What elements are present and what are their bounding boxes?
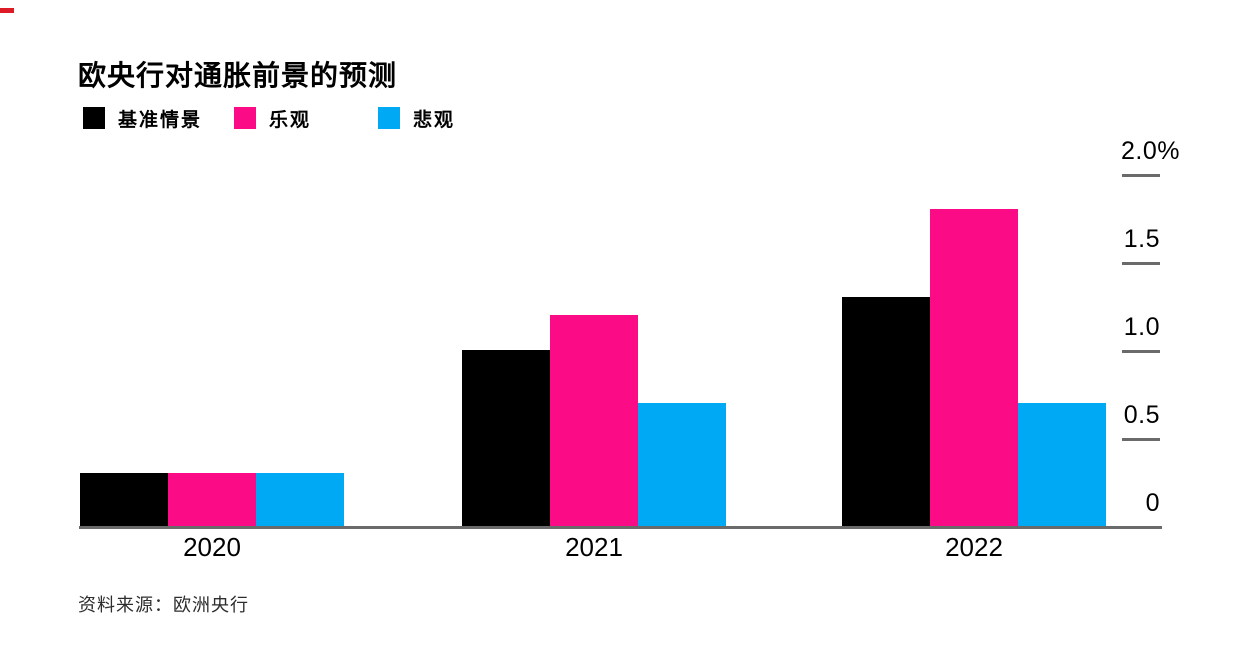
legend-swatch-icon — [83, 107, 105, 129]
bar-2020-series0 — [80, 473, 168, 526]
legend-item-0: 基准情景 — [83, 106, 203, 131]
x-axis-line — [79, 526, 1162, 529]
bar-2022-series0 — [842, 297, 930, 526]
y-axis-label: 0.5 — [1123, 401, 1160, 429]
x-axis-label-2022: 2022 — [945, 532, 1003, 562]
legend-label: 乐观 — [269, 109, 312, 131]
bar-2022-series2 — [1018, 403, 1106, 526]
x-axis-label-2020: 2020 — [183, 532, 241, 562]
chart-title: 欧央行对通胀前景的预测 — [78, 60, 398, 91]
legend-swatch-icon — [234, 107, 256, 129]
legend-swatch-icon — [378, 107, 400, 129]
y-axis-tick — [1122, 350, 1160, 353]
legend-item-2: 悲观 — [378, 106, 456, 131]
y-axis-tick — [1122, 262, 1160, 265]
x-axis-label-2021: 2021 — [565, 532, 623, 562]
y-axis-label: 1.0 — [1123, 313, 1160, 341]
legend-label: 悲观 — [413, 109, 456, 131]
source-note: 资料来源：欧洲央行 — [78, 595, 249, 615]
y-axis-tick — [1122, 438, 1160, 441]
y-axis-label: 2.0% — [1121, 137, 1180, 165]
y-axis-label: 1.5 — [1123, 225, 1160, 253]
legend-label: 基准情景 — [118, 109, 203, 131]
bar-2020-series1 — [168, 473, 256, 526]
legend-item-1: 乐观 — [234, 106, 312, 131]
bar-2021-series1 — [550, 315, 638, 526]
bar-2022-series1 — [930, 209, 1018, 526]
bar-2021-series2 — [638, 403, 726, 526]
y-axis-tick — [1122, 174, 1160, 177]
bar-2020-series2 — [256, 473, 344, 526]
red-accent-tick — [0, 8, 14, 13]
y-axis-label: 0 — [1145, 489, 1160, 517]
bar-2021-series0 — [462, 350, 550, 526]
